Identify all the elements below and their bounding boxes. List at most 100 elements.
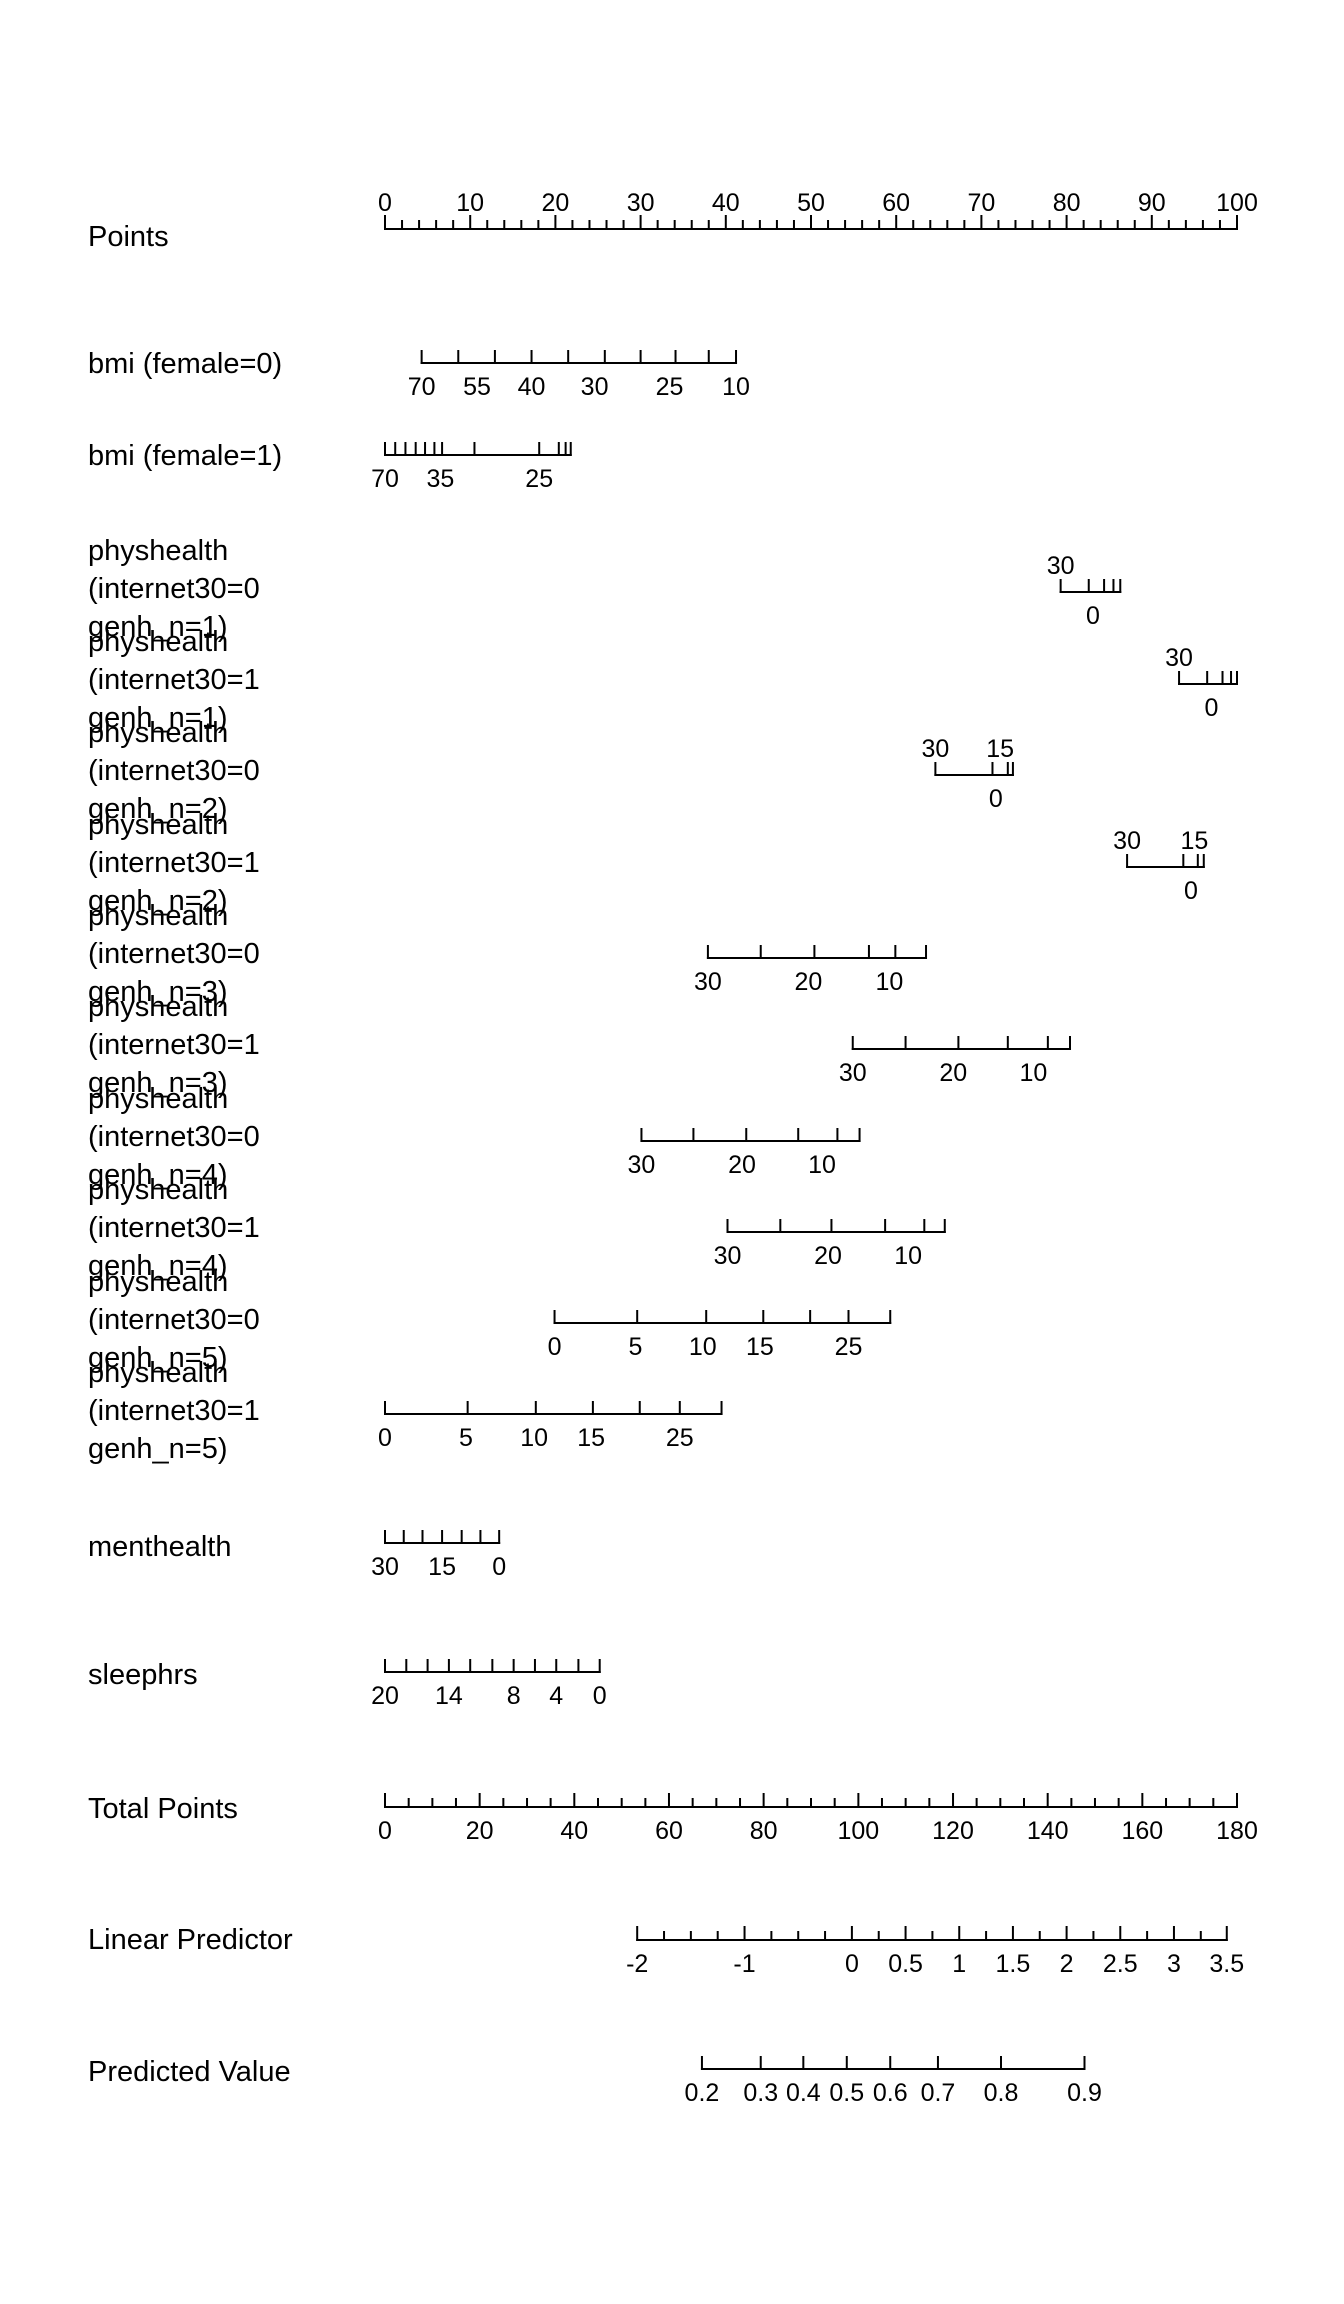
nomogram-row: Points 0 10 20 30 40 50 60 70 80 90 100 xyxy=(88,189,1258,253)
nomogram-row: Total Points 0 20 40 60 80 100 120 140 160 180 xyxy=(88,1793,1258,1845)
row-label: physhealth xyxy=(88,1357,228,1389)
row-label: physhealth xyxy=(88,991,228,1023)
row-label: genh_n=5) xyxy=(88,1342,228,1374)
tick-label: 50 xyxy=(797,189,825,217)
row-label: genh_n=2) xyxy=(88,885,228,917)
tick-label: 30 xyxy=(627,189,655,217)
tick-label: 60 xyxy=(655,1817,683,1845)
tick-label: 0 xyxy=(1086,602,1100,630)
tick-label: 4 xyxy=(549,1682,563,1710)
tick-label: 15 xyxy=(1180,827,1208,855)
row-label: (internet30=0 xyxy=(88,755,260,787)
tick-label: 30 xyxy=(714,1242,742,1270)
tick-label: 70 xyxy=(371,465,399,493)
tick-label: 30 xyxy=(1047,552,1075,580)
tick-label: 0.5 xyxy=(888,1950,923,1978)
row-label: (internet30=1 xyxy=(88,1212,260,1244)
tick-label: 1.5 xyxy=(996,1950,1031,1978)
tick-label: 35 xyxy=(426,465,454,493)
row-label: (internet30=1 xyxy=(88,847,260,879)
tick-label: 40 xyxy=(560,1817,588,1845)
row-label: genh_n=1) xyxy=(88,611,228,643)
row-label: physhealth xyxy=(88,717,228,749)
tick-label: 3 xyxy=(1167,1950,1181,1978)
tick-label: 20 xyxy=(795,968,823,996)
row-label: physhealth xyxy=(88,535,228,567)
tick-label: 20 xyxy=(728,1151,756,1179)
tick-label: 20 xyxy=(939,1059,967,1087)
tick-label: 1 xyxy=(952,1950,966,1978)
tick-label: 20 xyxy=(371,1682,399,1710)
tick-label: 55 xyxy=(463,373,491,401)
tick-label: 15 xyxy=(746,1333,774,1361)
nomogram-row: physhealth (internet30=1 genh_n=1) 30 0 xyxy=(88,626,1238,734)
row-label: Linear Predictor xyxy=(88,1924,293,1956)
tick-label: 20 xyxy=(814,1242,842,1270)
nomogram-row: physhealth (internet30=1 genh_n=5) 0 5 10 15 25 xyxy=(88,1357,723,1465)
row-label: genh_n=4) xyxy=(88,1159,228,1191)
tick-label: 25 xyxy=(656,373,684,401)
tick-label: 5 xyxy=(629,1333,643,1361)
tick-label: 160 xyxy=(1121,1817,1163,1845)
tick-label: 140 xyxy=(1027,1817,1069,1845)
tick-label: 0 xyxy=(378,189,392,217)
nomogram-row: physhealth (internet30=1 genh_n=3) 30 20 10 xyxy=(88,991,1072,1099)
tick-label: -1 xyxy=(733,1950,755,1978)
row-label: Points xyxy=(88,221,169,253)
tick-label: 0.4 xyxy=(786,2079,821,2107)
tick-label: 10 xyxy=(1019,1059,1047,1087)
tick-label: 10 xyxy=(722,373,750,401)
tick-label: 25 xyxy=(835,1333,863,1361)
tick-label: 0 xyxy=(845,1950,859,1978)
row-label: (internet30=1 xyxy=(88,1029,260,1061)
tick-label: 5 xyxy=(459,1424,473,1452)
tick-label: 0 xyxy=(378,1424,392,1452)
row-label: genh_n=3) xyxy=(88,1067,228,1099)
row-label: (internet30=1 xyxy=(88,664,260,696)
nomogram-row: physhealth (internet30=0 genh_n=2) 30 15 0 xyxy=(88,717,1014,825)
tick-label: 0 xyxy=(548,1333,562,1361)
tick-label: 0.2 xyxy=(685,2079,720,2107)
row-label: (internet30=1 xyxy=(88,1395,260,1427)
row-label: bmi (female=0) xyxy=(88,348,282,380)
tick-label: 0.6 xyxy=(873,2079,908,2107)
tick-label: 10 xyxy=(456,189,484,217)
tick-label: 2 xyxy=(1060,1950,1074,1978)
row-label: genh_n=1) xyxy=(88,702,228,734)
tick-label: 0 xyxy=(1184,877,1198,905)
tick-label: 15 xyxy=(577,1424,605,1452)
row-label: menthealth xyxy=(88,1531,232,1563)
tick-label: 10 xyxy=(808,1151,836,1179)
row-label: bmi (female=1) xyxy=(88,440,282,472)
nomogram-row: Linear Predictor -2 -1 0 0.5 1 1.5 2 2.5 3 3.5 xyxy=(88,1924,1244,1978)
nomogram-row: bmi (female=0) 70 55 40 30 25 10 xyxy=(88,348,750,401)
tick-label: 0.3 xyxy=(743,2079,778,2107)
tick-label: 80 xyxy=(1053,189,1081,217)
tick-label: 70 xyxy=(967,189,995,217)
tick-label: 25 xyxy=(525,465,553,493)
nomogram-row: physhealth (internet30=1 genh_n=4) 30 20 10 xyxy=(88,1174,946,1282)
tick-label: 30 xyxy=(628,1151,656,1179)
tick-label: 3.5 xyxy=(1209,1950,1244,1978)
tick-label: 10 xyxy=(875,968,903,996)
tick-label: 0 xyxy=(593,1682,607,1710)
row-label: physhealth xyxy=(88,1174,228,1206)
tick-label: 10 xyxy=(894,1242,922,1270)
nomogram-row: physhealth (internet30=0 genh_n=5) 0 5 10 15 25 xyxy=(88,1266,892,1374)
row-label: genh_n=4) xyxy=(88,1250,228,1282)
tick-label: 30 xyxy=(921,735,949,763)
tick-label: 90 xyxy=(1138,189,1166,217)
nomogram-row: menthealth 30 15 0 xyxy=(88,1530,506,1581)
tick-label: 0.7 xyxy=(921,2079,956,2107)
tick-label: 15 xyxy=(986,735,1014,763)
tick-label: 30 xyxy=(371,1553,399,1581)
row-label: Predicted Value xyxy=(88,2056,291,2088)
row-label: (internet30=0 xyxy=(88,573,260,605)
tick-label: 0 xyxy=(378,1817,392,1845)
row-label: physhealth xyxy=(88,626,228,658)
tick-label: 0.8 xyxy=(984,2079,1019,2107)
nomogram-row: physhealth (internet30=0 genh_n=1) 30 0 xyxy=(88,535,1122,643)
row-label: genh_n=5) xyxy=(88,1433,228,1465)
tick-label: -2 xyxy=(626,1950,648,1978)
